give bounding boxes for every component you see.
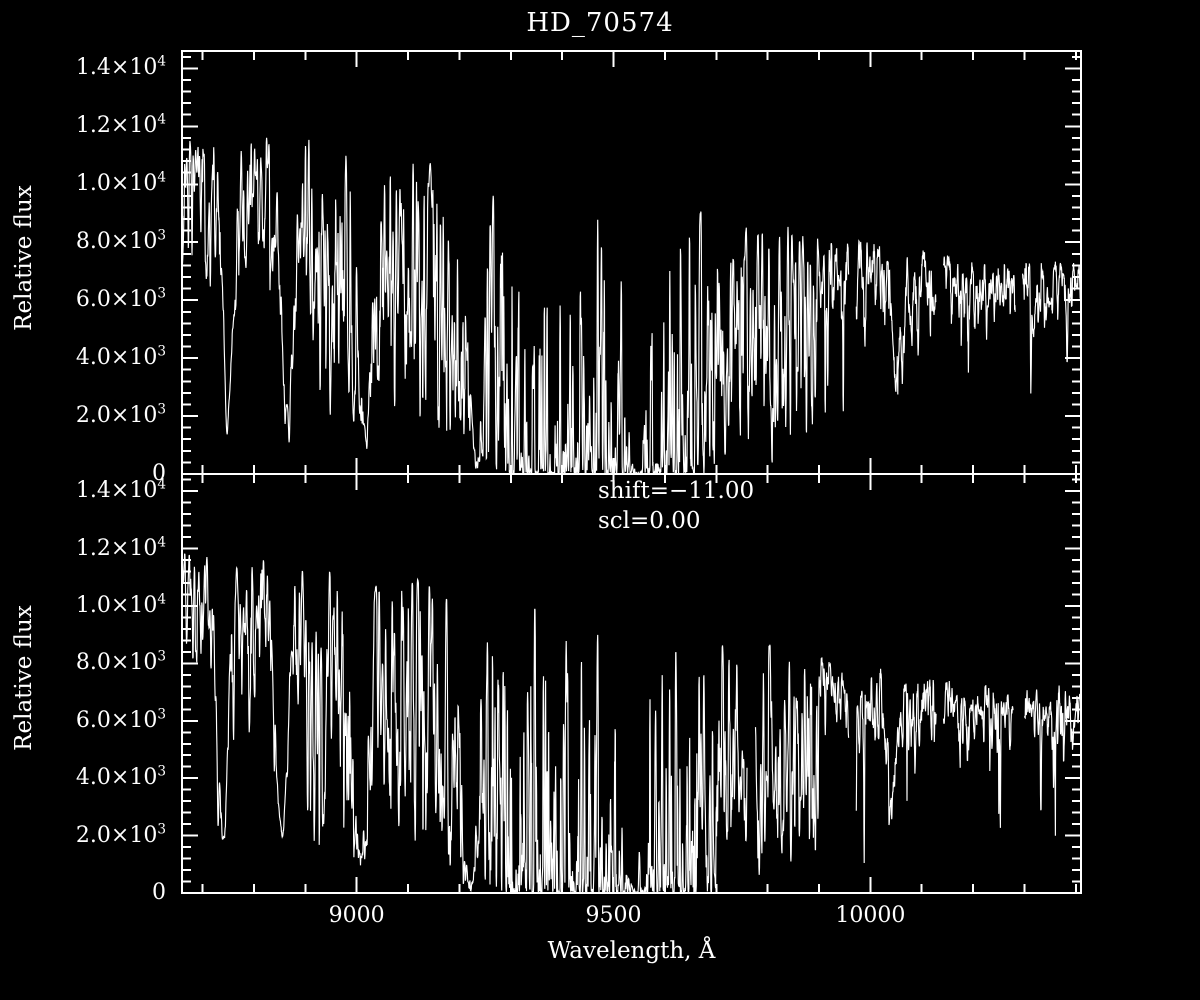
- y-axis-tick-label: 1.4×104: [75, 54, 166, 81]
- y-axis-tick-label: 2.0×103: [75, 401, 166, 429]
- page-title: HD_70574: [526, 8, 674, 38]
- y-axis-tick-label: 6.0×103: [75, 285, 166, 313]
- y-axis-tick-label: 1.2×104: [75, 534, 166, 561]
- spectrum-trace: [182, 137, 1081, 474]
- y-axis-tick-label: 4.0×103: [75, 343, 166, 371]
- y-axis-tick-label: 1.2×104: [75, 112, 166, 139]
- y-axis-tick-label: 8.0×103: [75, 227, 166, 255]
- y-axis-label-top: Relative flux: [11, 185, 37, 331]
- top-panel-plot: [181, 50, 1082, 475]
- y-axis-tick-label: 1.4×104: [75, 476, 166, 504]
- y-axis-tick-label: 0: [152, 880, 166, 905]
- plot-frame: [181, 473, 1082, 894]
- y-axis-tick-label: 1.0×104: [75, 591, 166, 618]
- y-axis-tick-label: 6.0×103: [75, 706, 166, 733]
- x-axis-tick-label: 10000: [835, 903, 906, 928]
- annotation-scl: scl=0.00: [598, 508, 701, 534]
- spectrum-trace: [182, 553, 1081, 893]
- y-axis-tick-label: 0: [152, 461, 166, 486]
- annotation-shift: shift=−11.00: [598, 478, 755, 504]
- x-axis-tick-label: 9000: [328, 903, 385, 928]
- bottom-panel-plot: [181, 473, 1082, 894]
- y-axis-tick-label: 1.0×104: [75, 169, 166, 197]
- x-axis-tick-label: 9500: [585, 903, 642, 928]
- y-axis-tick-label: 4.0×103: [75, 763, 166, 791]
- y-axis-tick-label: 8.0×103: [75, 649, 166, 676]
- y-axis-tick-label: 2.0×103: [75, 821, 166, 848]
- y-axis-label-bottom: Relative flux: [11, 605, 37, 751]
- x-axis-label: Wavelength, Å: [547, 938, 716, 964]
